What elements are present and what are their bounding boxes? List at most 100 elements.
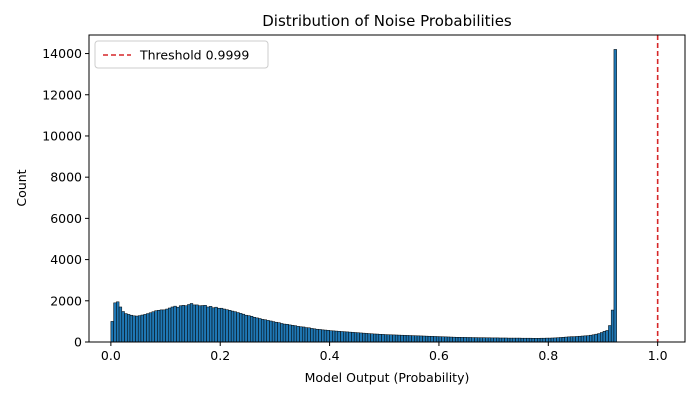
histogram-bar bbox=[608, 325, 612, 343]
histogram-bar bbox=[285, 324, 289, 343]
histogram-bar bbox=[362, 332, 366, 343]
histogram-bar bbox=[545, 337, 549, 343]
histogram-bar bbox=[408, 335, 412, 343]
histogram-bar bbox=[326, 330, 330, 343]
histogram-bar bbox=[329, 330, 333, 343]
histogram-bar bbox=[403, 335, 407, 343]
histogram-bar bbox=[302, 326, 306, 343]
histogram-bar bbox=[433, 336, 437, 343]
histogram-bar bbox=[323, 329, 328, 343]
histogram-bar bbox=[392, 334, 396, 343]
y-tick-label: 8000 bbox=[50, 170, 82, 185]
histogram-bar bbox=[209, 306, 213, 343]
histogram-bar bbox=[580, 335, 585, 343]
histogram-bar bbox=[247, 315, 251, 343]
histogram-bar bbox=[512, 337, 516, 343]
histogram-bar bbox=[154, 310, 158, 343]
histogram-bar bbox=[446, 336, 451, 343]
histogram-bar bbox=[356, 332, 360, 343]
histogram-bar bbox=[198, 305, 202, 343]
histogram-bar bbox=[364, 333, 369, 343]
histogram-bar bbox=[127, 314, 131, 343]
histogram-bar bbox=[343, 331, 347, 343]
histogram-bar bbox=[217, 307, 221, 343]
histogram-bar bbox=[252, 317, 257, 343]
histogram-bar bbox=[526, 337, 530, 343]
histogram-bar bbox=[476, 337, 481, 343]
histogram-bar bbox=[504, 337, 508, 343]
histogram-bar bbox=[241, 313, 246, 343]
histogram-bar bbox=[425, 335, 429, 343]
histogram-bar bbox=[359, 332, 363, 343]
histogram-bar bbox=[556, 337, 560, 343]
histogram-bar bbox=[479, 337, 483, 343]
histogram-bar bbox=[236, 312, 240, 343]
y-tick-label: 12000 bbox=[42, 87, 82, 102]
histogram-bar bbox=[452, 336, 456, 343]
histogram-bar bbox=[468, 337, 472, 343]
histogram-bar bbox=[509, 337, 514, 343]
x-tick-label: 0.6 bbox=[429, 348, 449, 363]
histogram-bar bbox=[206, 306, 210, 343]
histogram-bar bbox=[162, 309, 166, 343]
histogram-bar bbox=[310, 328, 314, 343]
histogram-bar bbox=[132, 315, 136, 343]
histogram-bar bbox=[578, 335, 582, 343]
histogram-bar bbox=[337, 331, 341, 343]
histogram-bar bbox=[146, 313, 150, 343]
histogram-bar bbox=[168, 307, 172, 343]
histogram-bar bbox=[269, 320, 273, 343]
histogram-bar bbox=[378, 334, 382, 343]
histogram-bar bbox=[460, 337, 464, 343]
histogram-bar bbox=[471, 337, 475, 343]
histogram-bar bbox=[594, 333, 598, 343]
histogram-bar bbox=[170, 306, 175, 343]
x-tick-label: 0.8 bbox=[538, 348, 558, 363]
y-axis-label: Count bbox=[14, 169, 29, 206]
histogram-bar bbox=[129, 314, 133, 343]
histogram-bar bbox=[419, 335, 423, 343]
histogram-bar bbox=[192, 304, 196, 343]
histogram-bar bbox=[400, 334, 404, 343]
histogram-bar bbox=[211, 307, 216, 343]
histogram-bar bbox=[291, 325, 295, 343]
histogram-bar bbox=[143, 314, 147, 343]
histogram-bar bbox=[135, 315, 139, 343]
histogram-bar bbox=[230, 310, 235, 343]
y-tick-label: 10000 bbox=[42, 128, 82, 143]
histogram-bar bbox=[332, 330, 336, 343]
histogram-bar bbox=[597, 333, 601, 343]
histogram-bar bbox=[255, 317, 259, 343]
histogram-bar bbox=[386, 334, 390, 343]
histogram-bar bbox=[572, 336, 576, 343]
histogram-bar bbox=[485, 337, 489, 343]
legend-threshold-label: Threshold 0.9999 bbox=[139, 48, 249, 63]
histogram-bar bbox=[427, 335, 431, 343]
histogram-bar bbox=[373, 333, 377, 343]
histogram-bar bbox=[586, 335, 590, 343]
histogram-bar bbox=[299, 326, 303, 343]
histogram-bar bbox=[564, 336, 568, 343]
histogram-bar bbox=[307, 327, 311, 343]
x-axis-label: Model Output (Probability) bbox=[305, 370, 470, 385]
histogram-bar bbox=[411, 335, 415, 343]
histogram-bar bbox=[515, 337, 519, 343]
histogram-bar bbox=[110, 321, 114, 343]
histogram-bar bbox=[312, 328, 317, 343]
y-axis-ticks: 0 2000 4000 6000 8000 10000 12000 14000 bbox=[42, 46, 89, 350]
histogram-bar bbox=[266, 320, 270, 343]
histogram-bar bbox=[370, 333, 374, 343]
histogram-bar bbox=[178, 305, 183, 343]
histogram-bar bbox=[591, 334, 596, 343]
histogram-bar bbox=[457, 337, 462, 343]
histogram-bar bbox=[487, 337, 492, 343]
histogram-bar bbox=[441, 336, 445, 343]
histogram-bar bbox=[274, 321, 278, 343]
chart-title: Distribution of Noise Probabilities bbox=[262, 12, 512, 30]
x-tick-label: 1.0 bbox=[648, 348, 668, 363]
histogram-bar bbox=[537, 338, 541, 343]
histogram-bar bbox=[118, 306, 123, 343]
histogram-bar bbox=[482, 337, 486, 343]
legend-box bbox=[94, 40, 269, 69]
